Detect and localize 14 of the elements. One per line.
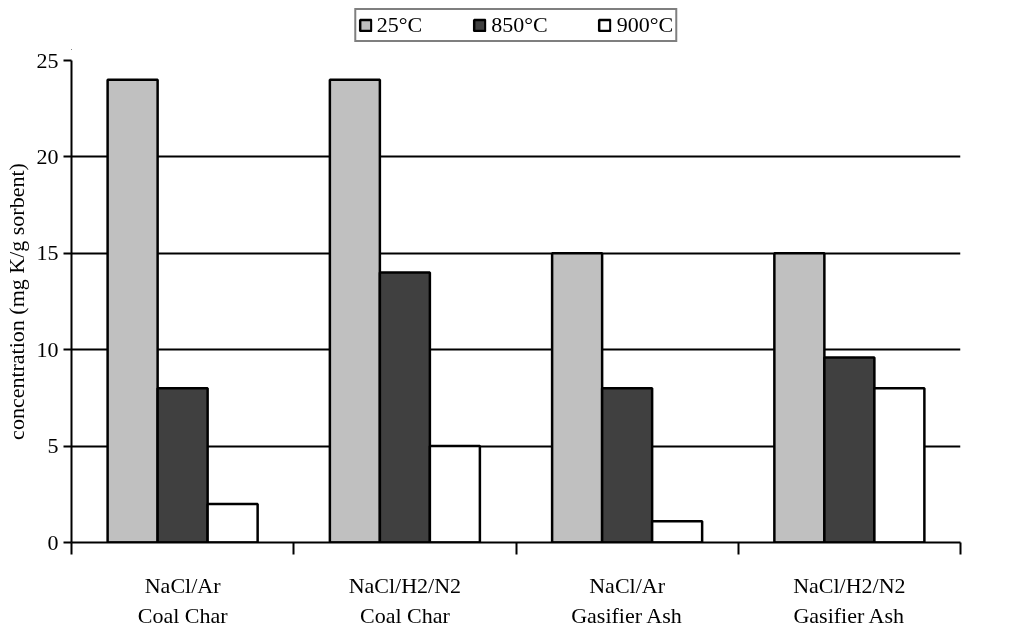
y-tick-label: 20 (36, 143, 59, 169)
y-tick-label: 10 (36, 336, 59, 362)
x-tick-label: NaCl/Ar Gasifier Ash (571, 572, 682, 628)
y-axis-title: concentration (mg K/g sorbent) (3, 163, 29, 440)
x-tick-label: NaCl/H2/N2 Gasifier Ash (793, 572, 906, 628)
y-tick-label: 5 (47, 433, 59, 459)
x-tick-label: NaCl/Ar Coal Char (137, 572, 229, 628)
legend-label: 900°C (616, 12, 674, 38)
legend-label: 25°C (376, 12, 423, 38)
y-tick-label: 0 (47, 529, 59, 555)
y-tick-label: 25 (36, 47, 59, 73)
legend-label: 850°C (491, 12, 548, 38)
x-tick-label: NaCl/H2/N2 Coal Char (348, 572, 462, 628)
y-tick-label: 15 (36, 240, 59, 266)
